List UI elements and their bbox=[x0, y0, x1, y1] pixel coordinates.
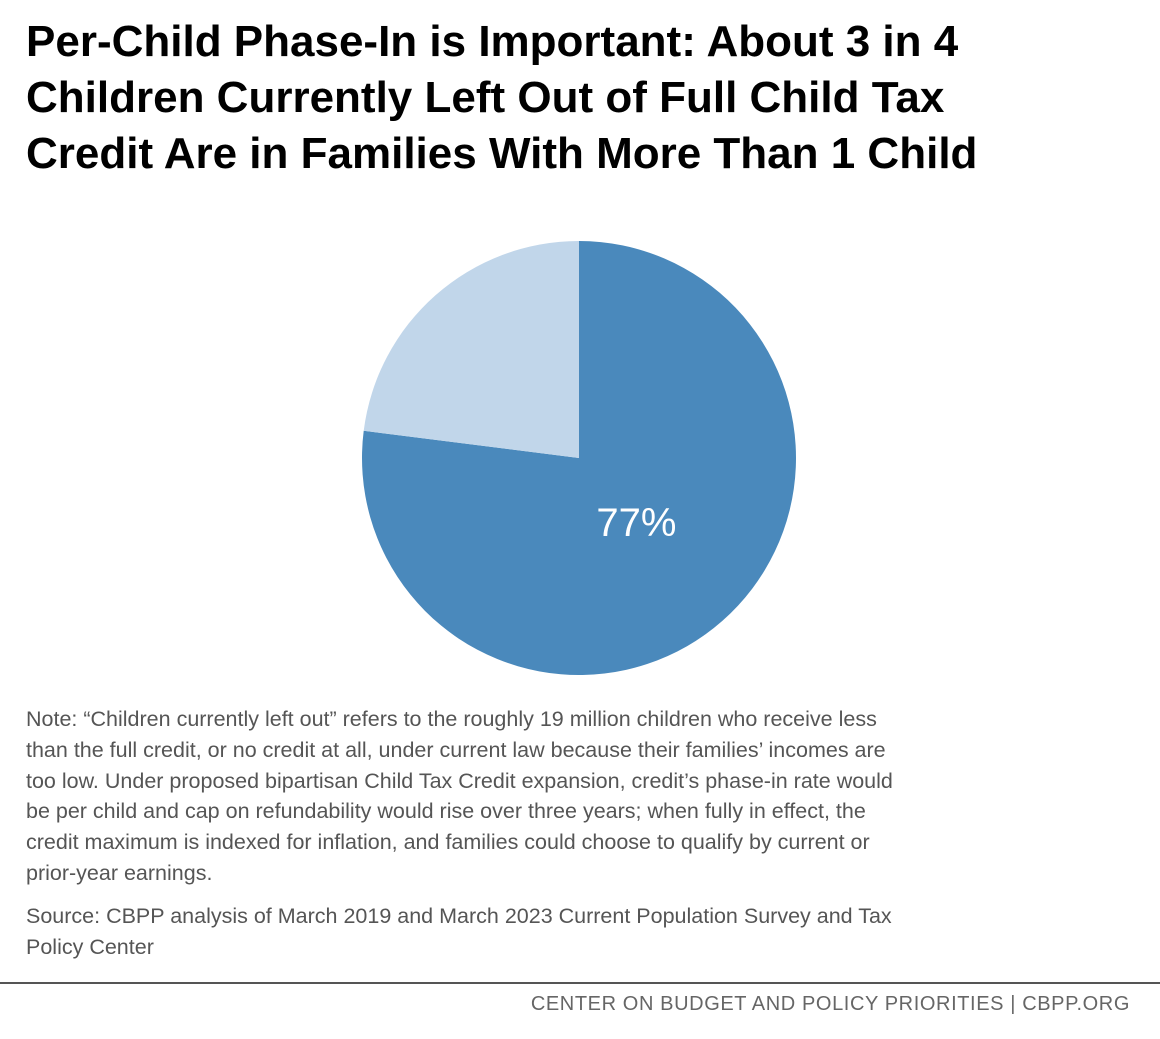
note-line: credit maximum is indexed for inflation,… bbox=[26, 830, 870, 855]
note-line: be per child and cap on refundability wo… bbox=[26, 799, 866, 824]
title-line: Per-Child Phase-In is Important: About 3… bbox=[26, 17, 959, 66]
source-line: Policy Center bbox=[26, 934, 154, 959]
source-line: Source: CBPP analysis of March 2019 and … bbox=[26, 904, 892, 928]
note-line: Note: “Children currently left out” refe… bbox=[26, 707, 877, 731]
note-line: too low. Under proposed bipartisan Child… bbox=[26, 768, 893, 793]
footer-credit: CENTER ON BUDGET AND POLICY PRIORITIES |… bbox=[530, 993, 1130, 1015]
pie-slice-1 bbox=[363, 241, 579, 458]
note-line: than the full credit, or no credit at al… bbox=[26, 737, 886, 762]
pie-slice-label-0: 77% bbox=[596, 501, 676, 545]
footer-divider bbox=[0, 982, 1160, 984]
pie-slice-0 bbox=[361, 241, 796, 675]
title-line: Children Currently Left Out of Full Chil… bbox=[26, 73, 945, 122]
chart-note: Note: “Children currently left out” refe… bbox=[26, 704, 1136, 889]
pie-chart: 77% bbox=[361, 241, 796, 675]
chart-title: Per-Child Phase-In is Important: About 3… bbox=[26, 14, 1136, 182]
note-line: prior-year earnings. bbox=[26, 860, 213, 885]
chart-source: Source: CBPP analysis of March 2019 and … bbox=[26, 901, 1136, 963]
title-line: Credit Are in Families With More Than 1 … bbox=[26, 129, 978, 178]
